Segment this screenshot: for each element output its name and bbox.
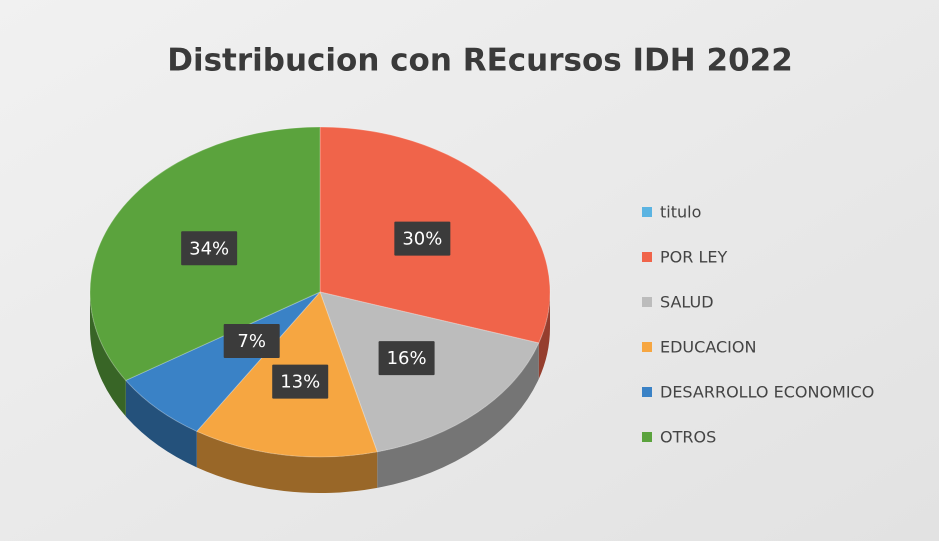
data-label: 13% [280,372,320,393]
label-box [272,364,329,399]
legend-swatch [642,432,652,442]
legend-label: OTROS [660,428,716,447]
label-box [181,231,238,266]
data-label: 16% [387,348,427,369]
slice-side [196,431,378,493]
legend-label: EDUCACION [660,338,756,357]
label-box [394,221,451,256]
data-label: 34% [189,238,229,259]
legend-swatch [642,342,652,352]
legend-label: DESARROLLO ECONOMICO [660,383,874,402]
slice-side [90,292,126,417]
label-box [223,324,280,359]
legend-label: SALUD [660,293,714,312]
chart-title: Distribucion con REcursos IDH 2022 [167,43,793,79]
legend-label: titulo [660,203,701,222]
slice-side [377,342,539,488]
legend-swatch [642,387,652,397]
slice-side [125,380,197,468]
slice-side [538,292,550,379]
legend-swatch [642,207,652,217]
data-label: 30% [402,229,442,250]
label-box [378,341,435,376]
legend-label: POR LEY [660,248,727,267]
legend-swatch [642,297,652,307]
data-label: 7% [237,331,266,352]
legend-swatch [642,252,652,262]
